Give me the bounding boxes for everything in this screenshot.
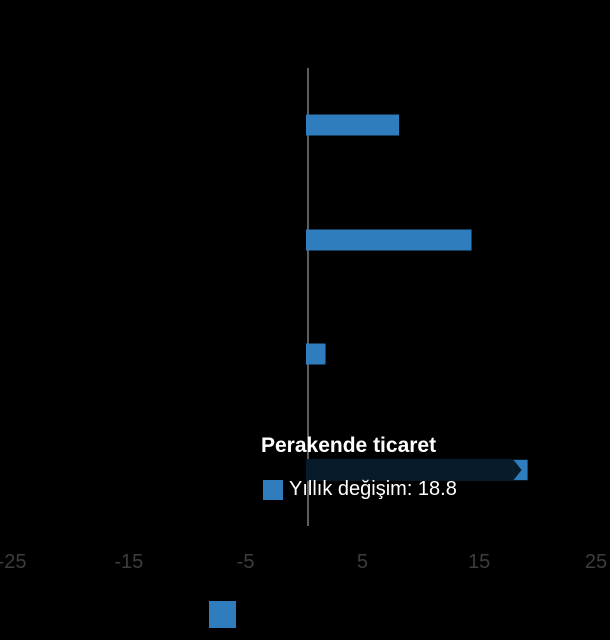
- x-tick-label: -25: [0, 551, 26, 573]
- bar-hover-highlight: [306, 459, 528, 481]
- bar[interactable]: [306, 114, 400, 136]
- x-tick-label: -5: [237, 551, 255, 573]
- bar[interactable]: [306, 343, 326, 365]
- legend-series-swatch[interactable]: [209, 601, 236, 628]
- bar[interactable]: [306, 229, 472, 251]
- tooltip-pointer: [513, 460, 522, 480]
- x-tick-label: 15: [468, 551, 490, 573]
- x-tick-label: 5: [357, 551, 368, 573]
- x-tick-label: 25: [585, 551, 607, 573]
- x-tick-label: -15: [114, 551, 143, 573]
